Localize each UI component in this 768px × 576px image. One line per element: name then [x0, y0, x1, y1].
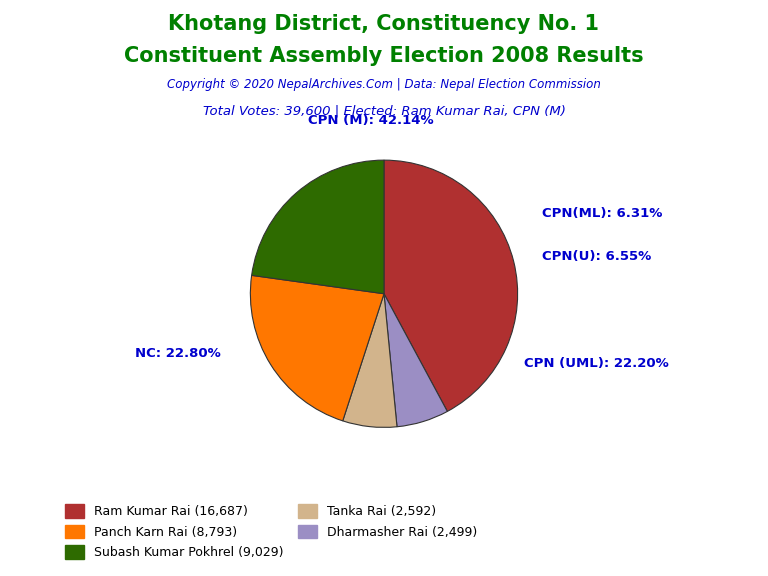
Text: CPN(U): 6.55%: CPN(U): 6.55%: [541, 250, 651, 263]
Text: Total Votes: 39,600 | Elected: Ram Kumar Rai, CPN (M): Total Votes: 39,600 | Elected: Ram Kumar…: [203, 105, 565, 118]
Wedge shape: [384, 294, 447, 427]
Text: Copyright © 2020 NepalArchives.Com | Data: Nepal Election Commission: Copyright © 2020 NepalArchives.Com | Dat…: [167, 78, 601, 91]
Wedge shape: [384, 160, 518, 411]
Wedge shape: [250, 275, 384, 421]
Legend: Ram Kumar Rai (16,687), Panch Karn Rai (8,793), Subash Kumar Pokhrel (9,029), Ta: Ram Kumar Rai (16,687), Panch Karn Rai (…: [60, 499, 482, 564]
Text: Constituent Assembly Election 2008 Results: Constituent Assembly Election 2008 Resul…: [124, 46, 644, 66]
Text: CPN(ML): 6.31%: CPN(ML): 6.31%: [541, 207, 662, 220]
Text: NC: 22.80%: NC: 22.80%: [135, 347, 221, 361]
Wedge shape: [343, 294, 397, 427]
Text: Khotang District, Constituency No. 1: Khotang District, Constituency No. 1: [168, 14, 600, 35]
Text: CPN (M): 42.14%: CPN (M): 42.14%: [308, 113, 433, 127]
Text: CPN (UML): 22.20%: CPN (UML): 22.20%: [525, 357, 669, 370]
Wedge shape: [252, 160, 384, 294]
